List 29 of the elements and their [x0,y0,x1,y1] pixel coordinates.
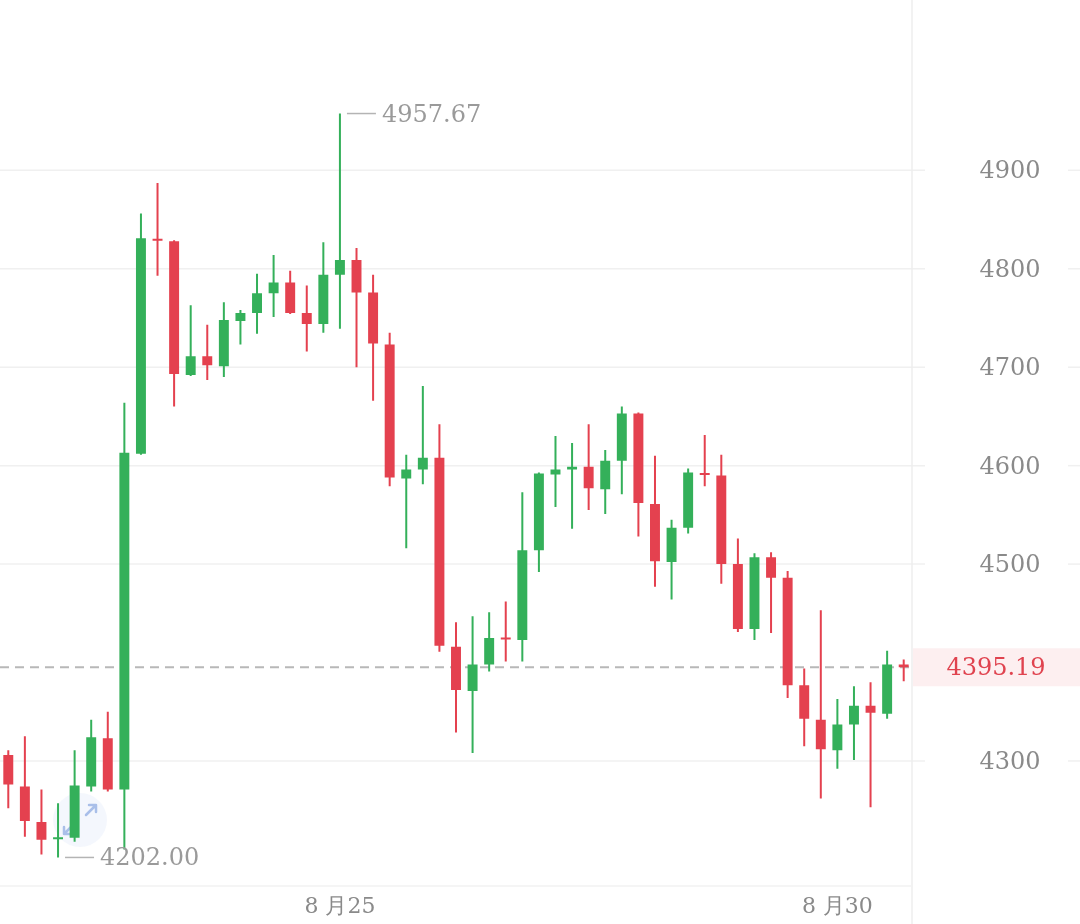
candlestick [699,435,710,487]
candlestick [185,305,196,377]
candlestick [334,113,345,329]
y-tick-label: 4700 [979,353,1041,382]
candlestick [815,610,826,799]
candlestick [766,552,777,633]
y-tick-label: 4900 [979,156,1041,185]
candlestick [417,385,428,485]
candlestick [53,803,64,858]
x-tick-label: 8 月25 [304,892,376,918]
ref-line-label: 4395.19 [946,653,1046,682]
candlestick [500,601,511,662]
candlestick [567,443,578,529]
y-tick-label: 4500 [979,550,1041,579]
candlestick [202,324,213,380]
candlestick [152,183,163,276]
candlestick [401,454,412,549]
candlestick [235,310,246,345]
y-tick-label: 4600 [979,451,1041,480]
annotation: 4202.00 [100,843,200,872]
candlestick [301,285,312,352]
y-tick-label: 4800 [979,254,1041,283]
candlestick [467,616,478,754]
x-tick-label: 8 月30 [801,892,873,918]
candlestick [550,436,561,507]
y-tick-label: 4300 [979,746,1041,775]
candlestick [848,686,859,760]
candlestick [865,682,876,808]
annotation: 4957.67 [381,99,482,128]
